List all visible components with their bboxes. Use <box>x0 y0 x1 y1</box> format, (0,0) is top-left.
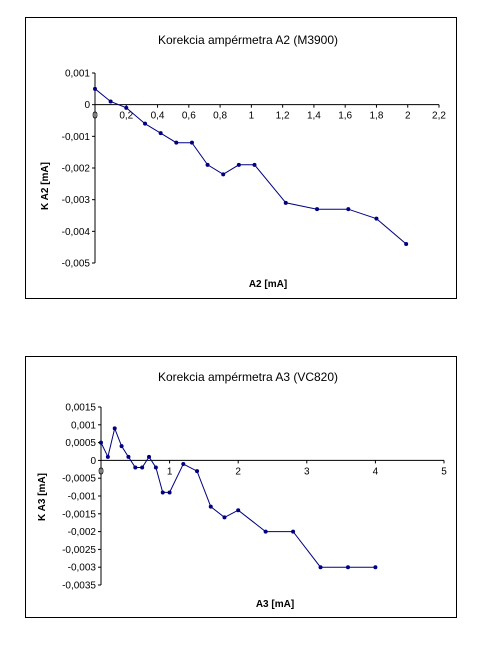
x-tick-label: 4 <box>373 466 379 477</box>
data-point <box>124 105 129 110</box>
data-point <box>158 131 163 136</box>
data-point <box>283 200 288 205</box>
x-tick-label: 2,2 <box>432 111 446 122</box>
data-point <box>93 86 97 91</box>
x-axis-label: A2 [mA] <box>249 279 287 290</box>
y-tick-label: 0,0005 <box>65 438 96 449</box>
x-tick-label: 0 <box>98 466 104 477</box>
y-tick-label: -0,003 <box>68 563 97 574</box>
y-tick-label: -0,005 <box>62 259 91 270</box>
y-tick-label: -0,004 <box>62 227 91 238</box>
y-tick-label: -0,0015 <box>62 509 96 520</box>
y-tick-label: 0,001 <box>71 420 96 431</box>
chart-1: Korekcia ampérmetra A2 (M3900)0,0010-0,0… <box>40 33 446 290</box>
data-point <box>252 162 257 167</box>
x-tick-label: 0,2 <box>119 111 133 122</box>
y-tick-label: -0,002 <box>68 527 97 538</box>
y-tick-label: -0,0025 <box>62 545 96 556</box>
chart-title: Korekcia ampérmetra A3 (VC820) <box>158 370 338 384</box>
data-point <box>181 461 186 466</box>
y-tick-label: -0,0005 <box>62 474 96 485</box>
y-tick-label: 0 <box>84 100 90 111</box>
data-point <box>236 508 241 513</box>
y-tick-label: 0,0015 <box>65 403 96 414</box>
y-tick-label: -0,002 <box>62 164 91 175</box>
data-point <box>167 490 172 495</box>
data-point <box>126 454 131 459</box>
data-point <box>374 216 379 221</box>
data-point <box>99 440 103 445</box>
x-tick-label: 2 <box>235 466 241 477</box>
series-line <box>94 88 407 245</box>
data-point <box>105 454 110 459</box>
data-point <box>133 465 138 470</box>
x-tick-label: 2 <box>405 111 411 122</box>
x-tick-label: 0 <box>92 111 98 122</box>
data-point <box>221 172 226 177</box>
x-tick-label: 0,6 <box>182 111 196 122</box>
x-tick-label: 1,8 <box>370 111 384 122</box>
data-point <box>195 469 200 474</box>
x-tick-label: 1,6 <box>338 111 352 122</box>
series-line <box>100 426 376 568</box>
data-point <box>119 444 124 449</box>
data-point <box>208 504 213 509</box>
y-axis-label: K A2 [mA] <box>40 162 51 210</box>
y-tick-label: -0,001 <box>62 132 91 143</box>
data-point <box>160 490 165 495</box>
chart-1-frame: Korekcia ampérmetra A2 (M3900) 0,001 0 -0,0… <box>25 17 457 299</box>
data-point <box>222 515 227 520</box>
y-tick-label: -0,003 <box>62 195 91 206</box>
data-point <box>345 565 350 570</box>
data-point <box>205 162 210 167</box>
y-tick-label: -0,0035 <box>62 581 96 592</box>
y-axis-label: K A3 [mA] <box>37 473 48 521</box>
data-point <box>112 426 117 431</box>
data-point <box>373 565 378 570</box>
x-tick-label: 1,4 <box>307 111 321 122</box>
x-axis-label: A3 [mA] <box>256 599 294 610</box>
x-tick-label: 0,8 <box>213 111 227 122</box>
data-point <box>153 465 158 470</box>
x-tick-label: 1 <box>167 466 173 477</box>
x-tick-label: 5 <box>441 466 447 477</box>
data-point <box>263 529 268 534</box>
y-tick-label: -0,001 <box>68 492 97 503</box>
x-tick-label: 0,4 <box>151 111 165 122</box>
data-point <box>143 121 148 126</box>
data-point <box>291 529 296 534</box>
x-tick-label: 3 <box>304 466 310 477</box>
data-point <box>140 465 145 470</box>
y-tick-label: 0,001 <box>65 69 90 80</box>
x-tick-label: 1 <box>249 111 255 122</box>
y-tick-label: 0 <box>90 456 96 467</box>
data-point <box>404 242 409 246</box>
chart-2: Korekcia ampérmetra A3 (VC820)0,00150,00… <box>37 370 447 610</box>
data-point <box>315 207 320 212</box>
data-point <box>346 207 351 212</box>
x-tick-label: 1,2 <box>276 111 290 122</box>
chart-2-frame: Korekcia ampérmetra A3 (VC820) 0,0015 0,00… <box>25 356 457 618</box>
data-point <box>174 140 179 145</box>
data-point <box>189 140 194 145</box>
data-point <box>236 162 241 167</box>
chart-title: Korekcia ampérmetra A2 (M3900) <box>158 33 338 47</box>
data-point <box>108 99 113 104</box>
data-point <box>318 565 323 570</box>
data-point <box>147 454 152 459</box>
